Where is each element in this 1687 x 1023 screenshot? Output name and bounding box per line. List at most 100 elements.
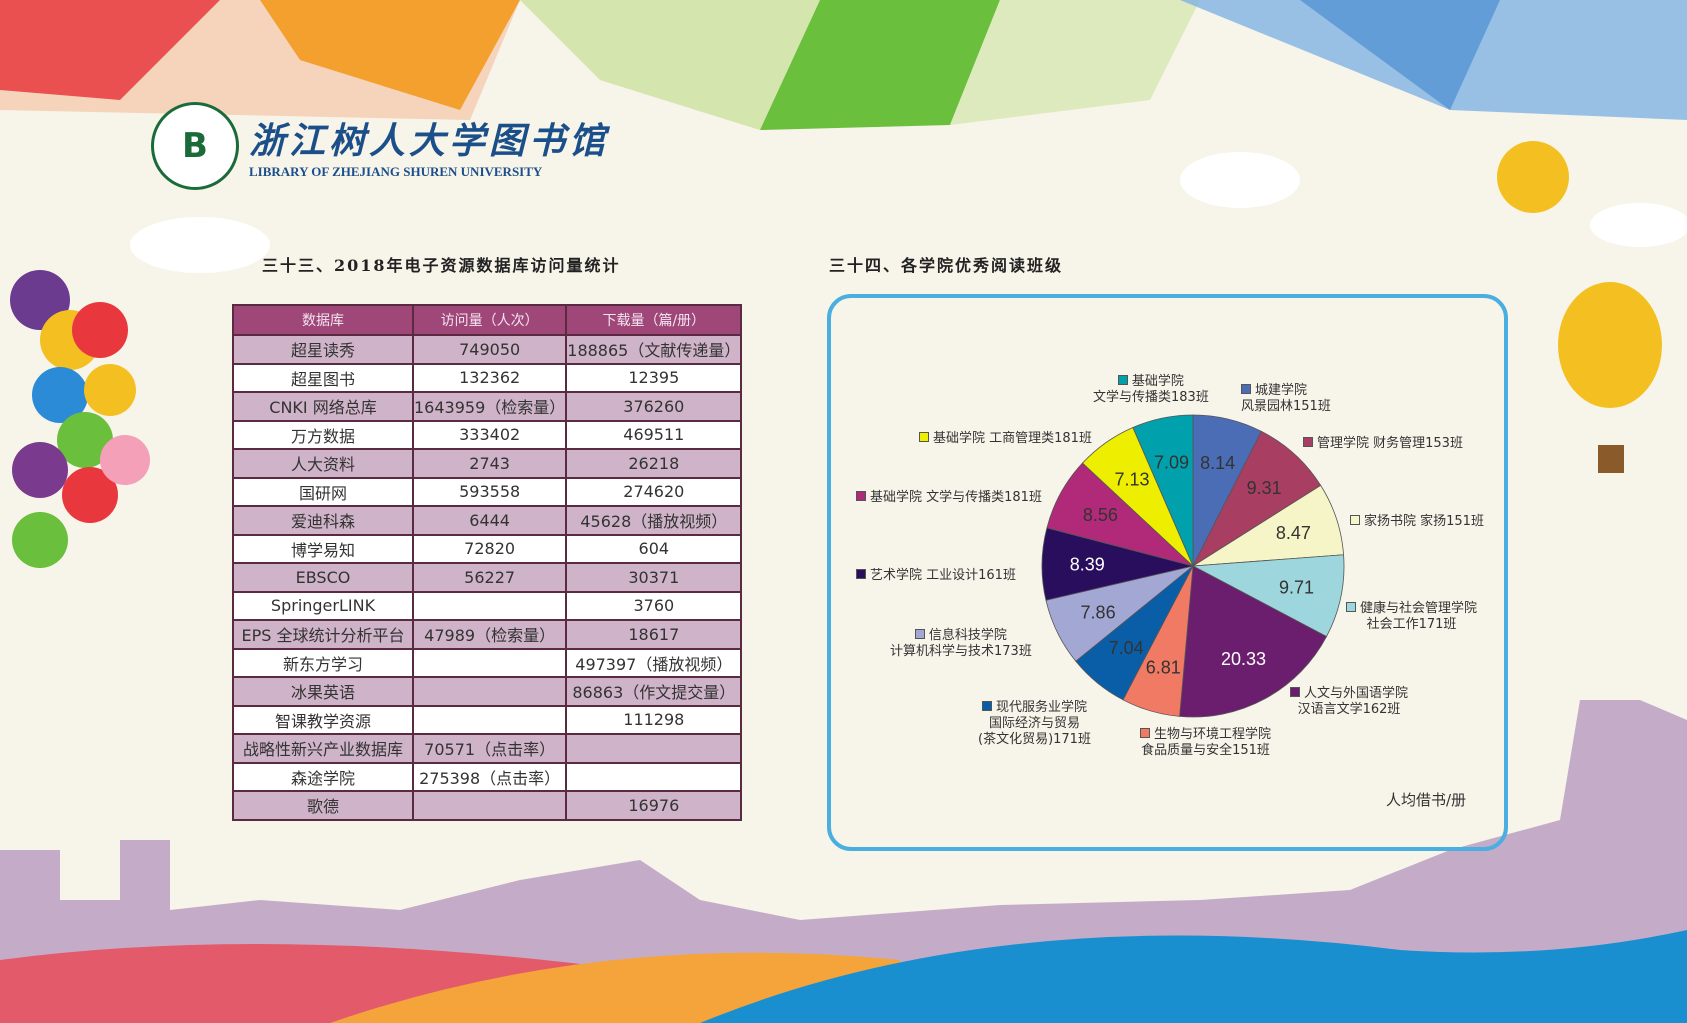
table-cell: 18617 (565, 619, 743, 650)
legend-swatch (1241, 384, 1251, 394)
table-row: 冰果英语 86863（作文提交量） (232, 676, 743, 707)
slice-legend-label: 生物与环境工程学院 食品质量与安全151班 (1140, 727, 1271, 759)
table-cell: 新东方学习 (232, 647, 414, 678)
empty-cell (411, 704, 568, 735)
legend-text: 文学与传播类183班 (1093, 390, 1209, 405)
table-cell: 274620 (565, 476, 743, 507)
legend-swatch (856, 569, 866, 579)
slice-value-label: 8.56 (1083, 505, 1118, 525)
legend-swatch (1350, 515, 1360, 525)
legend-text: 国际经济与贸易 (988, 716, 1080, 731)
legend-text: 健康与社会管理学院 (1360, 601, 1478, 616)
table-cell: EPS 全球统计分析平台 (232, 619, 414, 650)
pie-slice (1179, 565, 1328, 718)
slice-value-label: 8.14 (1200, 453, 1235, 473)
university-seal: B (151, 102, 239, 190)
legend-text: 社会工作171班 (1366, 617, 1457, 632)
legend-text: 人文与外国语学院 (1304, 686, 1409, 701)
legend-swatch (1303, 437, 1313, 447)
logo-name-cn: 浙江树人大学图书馆 (249, 120, 610, 162)
legend-text: 计算机科学与技术173班 (890, 644, 1032, 659)
legend-swatch (919, 432, 929, 442)
slice-value-label: 9.71 (1279, 578, 1314, 598)
column-header: 下载量（篇/册） (565, 304, 743, 336)
table-cell: CNKI 网络总库 (232, 391, 414, 422)
table-cell: 2743 (411, 448, 568, 479)
legend-swatch (914, 629, 925, 639)
table-row: 超星图书 132362 12395 (232, 362, 743, 393)
slice-legend-label: 基础学院 工商管理类181班 (919, 431, 1092, 447)
table-cell: 3760 (565, 590, 743, 621)
logo-name-en: LIBRARY OF ZHEJIANG SHUREN UNIVERSITY (249, 164, 543, 179)
table-cell: 冰果英语 (232, 676, 414, 707)
table-cell: 1643959（检索量） (411, 391, 568, 422)
table-cell: 749050 (411, 334, 568, 365)
slice-value-label: 7.09 (1154, 453, 1189, 473)
legend-text: 城建学院 (1255, 383, 1308, 398)
table-cell: 超星图书 (232, 362, 414, 393)
table-row: 超星读秀 749050 188865（文献传递量） (232, 334, 743, 365)
legend-text: 基础学院 工商管理类181班 (933, 431, 1092, 446)
legend-text: 家扬书院 家扬151班 (1364, 514, 1484, 529)
table-cell: 超星读秀 (232, 334, 414, 365)
legend-text: (茶文化贸易)171班 (978, 732, 1091, 747)
table-cell: 47989（检索量） (411, 619, 568, 650)
table-row: EPS 全球统计分析平台 47989（检索量） 18617 (232, 619, 743, 650)
legend-text: 风景园林151班 (1241, 399, 1331, 414)
legend-swatch (1346, 602, 1356, 612)
slice-legend-label: 信息科技学院 计算机科学与技术173班 (890, 628, 1032, 660)
table-row: 万方数据 333402 469511 (232, 419, 743, 450)
chart-frame (827, 294, 1508, 851)
legend-text: 汉语言文学162班 (1297, 702, 1401, 717)
table-cell: 30371 (565, 562, 743, 593)
legend-text: 基础学院 (1131, 374, 1184, 389)
empty-cell (565, 733, 743, 764)
table-cell: 333402 (411, 419, 568, 450)
table-cell: 爱迪科森 (232, 505, 414, 536)
legend-swatch (981, 701, 992, 711)
slice-value-label: 8.47 (1276, 523, 1311, 543)
slice-legend-label: 艺术学院 工业设计161班 (856, 568, 1016, 584)
table-cell: 86863（作文提交量） (565, 676, 743, 707)
slice-value-label: 7.04 (1109, 638, 1144, 658)
slice-legend-label: 健康与社会管理学院 社会工作171班 (1346, 601, 1477, 633)
table-cell: 70571（点击率） (411, 733, 568, 764)
slice-value-label: 6.81 (1146, 657, 1181, 677)
pie-slice (1132, 414, 1194, 567)
legend-swatch (856, 491, 866, 501)
empty-cell (411, 790, 568, 821)
table-cell: 497397（播放视频） (565, 647, 743, 678)
table-title: 三十三、2018年电子资源数据库访问量统计 (262, 256, 621, 275)
table-cell: 16976 (565, 790, 743, 821)
legend-swatch (1140, 728, 1150, 738)
table-row: CNKI 网络总库 1643959（检索量） 376260 (232, 391, 743, 422)
table-row: 战略性新兴产业数据库 70571（点击率） (232, 733, 743, 764)
legend-text: 信息科技学院 (928, 628, 1007, 643)
database-usage-table: 数据库 访问量（人次） 下载量（篇/册） 超星读秀 749050 188865（文献… (232, 304, 743, 821)
slice-value-label: 7.86 (1081, 602, 1116, 622)
slice-legend-label: 人文与外国语学院 汉语言文学162班 (1290, 686, 1408, 718)
table-row: 歌德 16976 (232, 790, 743, 821)
empty-cell (411, 676, 568, 707)
chart-title: 三十四、各学院优秀阅读班级 (829, 256, 1064, 275)
table-cell: SpringerLINK (232, 590, 414, 621)
slice-legend-label: 基础学院 文学与传播类183班 (1093, 374, 1209, 406)
slice-legend-label: 家扬书院 家扬151班 (1350, 514, 1484, 530)
table-cell: 593558 (411, 476, 568, 507)
table-row: EBSCO 56227 30371 (232, 562, 743, 593)
table-cell: 376260 (565, 391, 743, 422)
legend-text: 基础学院 文学与传播类181班 (870, 490, 1042, 505)
table-cell: 6444 (411, 505, 568, 536)
table-cell: 森途学院 (232, 761, 414, 792)
chart-unit-label: 人均借书/册 (1386, 791, 1467, 809)
legend-swatch (1117, 375, 1128, 385)
table-row: 爱迪科森 6444 45628（播放视频） (232, 505, 743, 536)
table-row: 森途学院 275398（点击率） (232, 761, 743, 792)
slice-value-label: 7.13 (1114, 470, 1149, 490)
column-header: 访问量（人次） (411, 304, 568, 336)
slice-legend-label: 城建学院 风景园林151班 (1241, 383, 1331, 415)
legend-text: 管理学院 财务管理153班 (1317, 436, 1463, 451)
pie-slice (1191, 554, 1345, 638)
